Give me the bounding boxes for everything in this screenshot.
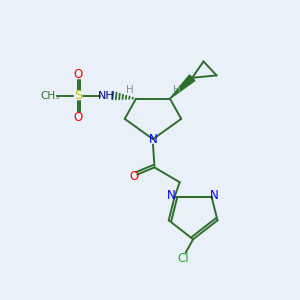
Text: H: H	[126, 85, 134, 95]
Text: O: O	[129, 170, 138, 183]
Text: NH: NH	[98, 91, 115, 100]
Text: Cl: Cl	[177, 252, 188, 265]
Polygon shape	[170, 75, 195, 99]
Text: N: N	[167, 189, 176, 202]
Text: N: N	[148, 133, 157, 146]
Text: CH₃: CH₃	[40, 91, 59, 100]
Text: O: O	[74, 68, 83, 81]
Text: N: N	[210, 189, 219, 202]
Text: H: H	[172, 85, 180, 95]
Text: O: O	[74, 110, 83, 124]
Text: S: S	[74, 89, 82, 102]
